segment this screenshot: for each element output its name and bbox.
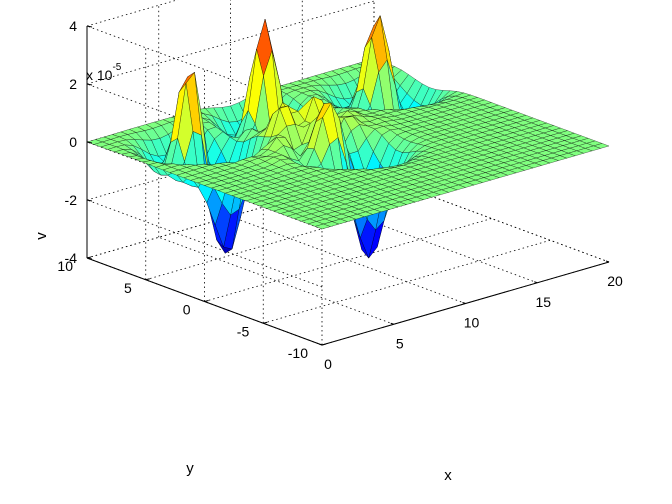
grid-line (302, 195, 538, 284)
z-tick-label: 0 (69, 134, 77, 150)
surface-patch (314, 223, 332, 230)
axis-labels: x y v x 10-5 (33, 62, 452, 484)
z-tick-label: 4 (69, 18, 77, 34)
box-edge (373, 174, 610, 263)
x-tick-label: 10 (464, 315, 480, 331)
x-tick (462, 302, 466, 304)
x-tick (605, 260, 610, 263)
y-tick (204, 300, 209, 302)
y-axis-label: y (186, 460, 194, 477)
grid-line (204, 218, 492, 302)
x-tick-label: 15 (535, 294, 551, 310)
x-tick (534, 281, 538, 284)
x-axis-label: x (444, 467, 452, 484)
grid-line (86, 0, 179, 27)
z-tick-label: 2 (69, 76, 77, 92)
grid-line (230, 216, 466, 304)
y-tick-label: -5 (237, 323, 250, 339)
z-exponent-label: x 10-5 (86, 62, 122, 83)
y-tick (321, 343, 327, 346)
x-tick-label: 0 (324, 356, 332, 372)
z-tick (86, 141, 93, 144)
z-tick-label: -4 (65, 250, 78, 266)
x-tick (318, 343, 323, 346)
z-tick (86, 25, 93, 28)
y-tick-label: 5 (124, 280, 132, 296)
grid-line (158, 236, 394, 325)
z-axis-label: v (33, 232, 50, 240)
z-tick-label: -2 (65, 192, 78, 208)
y-tick-label: 10 (57, 258, 73, 274)
z-tick (86, 257, 93, 260)
y-tick-label: 0 (183, 302, 191, 318)
z-tick (86, 83, 93, 86)
x-tick (390, 322, 394, 325)
x-tick-label: 20 (607, 273, 623, 289)
y-tick (145, 278, 150, 281)
y-tick-label: -10 (288, 345, 308, 361)
z-tick (86, 199, 93, 202)
x-tick-label: 5 (396, 335, 404, 351)
y-tick (263, 321, 268, 324)
grid-line (86, 199, 323, 288)
grid-line (263, 239, 551, 324)
surface-mesh (86, 14, 610, 259)
grid-line (86, 0, 375, 85)
